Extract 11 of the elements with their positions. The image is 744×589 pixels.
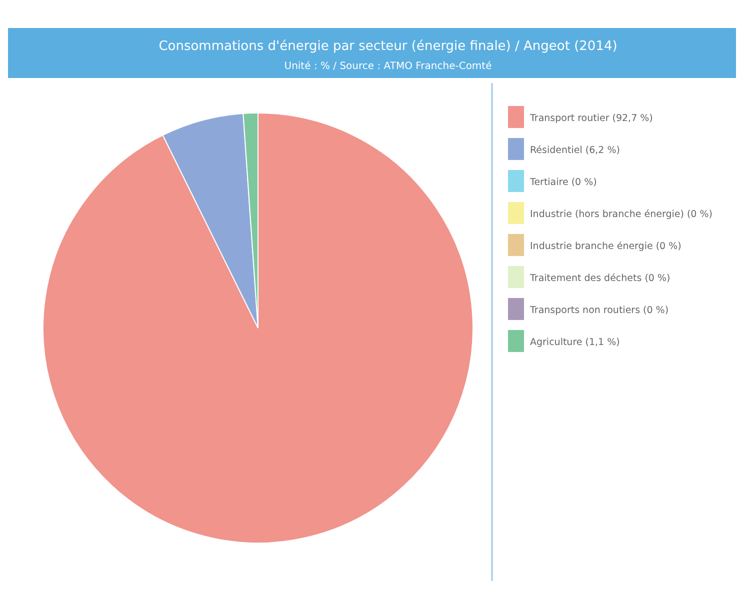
chart-subtitle: Unité : % / Source : ATMO Franche-Comté (284, 61, 492, 72)
pie-slice (42, 112, 474, 544)
legend-label: Industrie (hors branche énergie) (0 %) (530, 209, 712, 220)
legend-label: Transports non routiers (0 %) (529, 305, 669, 316)
legend-label: Résidentiel (6,2 %) (530, 145, 620, 156)
legend-label: Traitement des déchets (0 %) (529, 273, 670, 284)
legend-label: Agriculture (1,1 %) (530, 337, 620, 348)
legend-label: Industrie branche énergie (0 %) (530, 241, 682, 252)
legend-label: Transport routier (92,7 %) (529, 113, 653, 124)
chart-title: Consommations d'énergie par secteur (énergie finale) / Angeot (2014) (158, 39, 618, 54)
legend-label: Tertiaire (0 %) (529, 177, 597, 188)
